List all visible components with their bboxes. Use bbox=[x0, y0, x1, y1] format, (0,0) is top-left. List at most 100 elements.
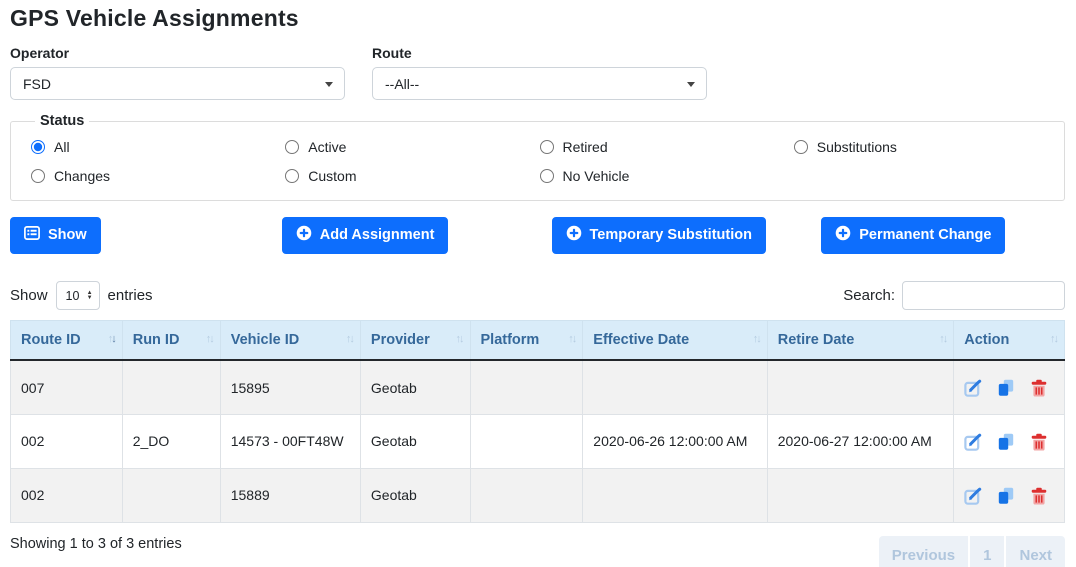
edit-button[interactable] bbox=[964, 487, 982, 505]
copy-button[interactable] bbox=[997, 433, 1015, 451]
pagination: Previous 1 Next bbox=[878, 535, 1065, 567]
column-header-label: Run ID bbox=[132, 332, 180, 349]
temporary-substitution-label: Temporary Substitution bbox=[589, 227, 752, 243]
status-radio[interactable] bbox=[285, 169, 300, 183]
table-column-header[interactable]: Provider ↑↓ bbox=[359, 320, 471, 362]
column-header-label: Effective Date bbox=[593, 332, 690, 349]
delete-button[interactable] bbox=[1030, 433, 1048, 451]
action-cell bbox=[953, 359, 1065, 415]
add-assignment-label: Add Assignment bbox=[319, 227, 435, 243]
route-filter: Route --All-- bbox=[372, 45, 707, 100]
status-radio[interactable] bbox=[539, 169, 554, 183]
page-length-value: 10 bbox=[65, 288, 80, 303]
add-assignment-button[interactable]: Add Assignment bbox=[281, 217, 449, 255]
trash-icon bbox=[1030, 487, 1048, 505]
status-radio-label: Active bbox=[308, 139, 347, 155]
sort-arrows-icon: ↑↓ bbox=[939, 333, 948, 346]
status-radio[interactable] bbox=[31, 140, 45, 154]
run-id-cell bbox=[121, 467, 221, 523]
show-button[interactable]: Show bbox=[10, 217, 101, 255]
action-cell bbox=[953, 413, 1065, 469]
status-radio-option[interactable]: Active bbox=[283, 139, 537, 155]
pagination-next-button[interactable]: Next bbox=[1006, 535, 1065, 567]
copy-button[interactable] bbox=[997, 379, 1015, 397]
platform-cell bbox=[469, 413, 584, 469]
search-label: Search: bbox=[843, 287, 895, 305]
status-radio[interactable] bbox=[539, 140, 554, 154]
status-radio-label: Substitutions bbox=[816, 139, 897, 155]
status-radio[interactable] bbox=[793, 140, 808, 154]
table-row: 002 2_DO 14573 - 00FT48W Geotab 2020-06-… bbox=[10, 413, 1065, 469]
table-column-header[interactable]: Action ↑↓ bbox=[953, 320, 1065, 362]
route-select[interactable]: --All-- bbox=[372, 67, 707, 100]
pagination-page-1-button[interactable]: 1 bbox=[970, 535, 1005, 567]
column-header-label: Provider bbox=[370, 332, 430, 349]
show-button-label: Show bbox=[48, 227, 87, 243]
table-column-header[interactable]: Effective Date ↑↓ bbox=[582, 320, 768, 362]
sort-arrows-icon: ↑↓ bbox=[107, 333, 117, 346]
length-prefix: Show bbox=[10, 287, 48, 305]
filter-row: Operator FSD Route --All-- bbox=[10, 45, 1065, 100]
route-id-cell: 002 bbox=[10, 467, 123, 523]
table-row: 002 15889 Geotab bbox=[10, 467, 1065, 523]
caret-down-icon bbox=[687, 82, 695, 87]
vehicle-id-cell: 15889 bbox=[219, 467, 361, 523]
permanent-change-label: Permanent Change bbox=[859, 227, 992, 243]
table-controls: Show 10 ▲ ▼ entries Search: bbox=[10, 281, 1065, 311]
plus-circle-icon bbox=[835, 225, 851, 246]
status-radio-option[interactable]: Substitutions bbox=[792, 139, 1046, 155]
permanent-change-button[interactable]: Permanent Change bbox=[821, 217, 1006, 255]
search-input[interactable] bbox=[902, 281, 1065, 311]
temporary-substitution-button[interactable]: Temporary Substitution bbox=[551, 217, 766, 255]
sort-arrows-icon: ↑↓ bbox=[752, 333, 762, 346]
sort-arrows-icon: ↑↓ bbox=[1050, 333, 1059, 346]
run-id-cell bbox=[121, 359, 221, 415]
status-fieldset: Status All Active Retired Substitutions … bbox=[10, 113, 1065, 201]
copy-icon bbox=[997, 379, 1015, 397]
copy-button[interactable] bbox=[997, 487, 1015, 505]
column-header-label: Vehicle ID bbox=[230, 332, 300, 349]
page-length-control: Show 10 ▲ ▼ entries bbox=[10, 281, 153, 311]
table-column-header[interactable]: Run ID ↑↓ bbox=[121, 320, 221, 362]
run-id-cell: 2_DO bbox=[121, 413, 221, 469]
table-column-header[interactable]: Vehicle ID ↑↓ bbox=[219, 320, 361, 362]
status-radio-label: Changes bbox=[54, 168, 111, 184]
sort-arrows-icon: ↑↓ bbox=[455, 333, 465, 346]
edit-button[interactable] bbox=[964, 433, 982, 451]
trash-icon bbox=[1030, 379, 1048, 397]
operator-select-value: FSD bbox=[23, 75, 51, 92]
status-radio-option[interactable]: No Vehicle bbox=[538, 168, 792, 184]
status-radio[interactable] bbox=[31, 169, 45, 183]
delete-button[interactable] bbox=[1030, 379, 1048, 397]
status-radio-option[interactable]: Retired bbox=[538, 139, 792, 155]
route-id-cell: 007 bbox=[10, 359, 123, 415]
sort-arrows-icon: ↑↓ bbox=[205, 333, 215, 346]
status-radio-option[interactable]: Changes bbox=[29, 168, 283, 184]
caret-down-icon bbox=[325, 82, 333, 87]
pagination-previous-button[interactable]: Previous bbox=[878, 535, 969, 567]
delete-button[interactable] bbox=[1030, 487, 1048, 505]
table-footer: Showing 1 to 3 of 3 entries Previous 1 N… bbox=[10, 532, 1065, 567]
provider-cell: Geotab bbox=[359, 413, 471, 469]
operator-select[interactable]: FSD bbox=[10, 67, 345, 100]
status-radio-option[interactable]: All bbox=[29, 139, 283, 155]
table-column-header[interactable]: Route ID ↑↓ bbox=[10, 320, 123, 362]
table-body: 007 15895 Geotab bbox=[10, 359, 1065, 523]
status-radio-option[interactable]: Custom bbox=[283, 168, 537, 184]
column-header-label: Platform bbox=[480, 332, 540, 349]
toolbar: Show Add Assignment bbox=[10, 217, 1065, 255]
table-column-header[interactable]: Retire Date ↑↓ bbox=[766, 320, 955, 362]
status-radio-label: All bbox=[54, 139, 70, 155]
plus-circle-icon bbox=[566, 225, 582, 246]
table-column-header[interactable]: Platform ↑↓ bbox=[469, 320, 584, 362]
length-suffix: entries bbox=[107, 287, 153, 305]
sort-arrows-icon: ↑↓ bbox=[568, 333, 577, 346]
retire-date-cell bbox=[766, 467, 955, 523]
page-length-select[interactable]: 10 ▲ ▼ bbox=[55, 281, 100, 311]
page-title: GPS Vehicle Assignments bbox=[10, 5, 299, 31]
status-radio[interactable] bbox=[285, 140, 300, 154]
entries-summary: Showing 1 to 3 of 3 entries bbox=[10, 535, 182, 552]
copy-icon bbox=[997, 487, 1015, 505]
status-radio-label: Custom bbox=[308, 168, 357, 184]
edit-button[interactable] bbox=[964, 379, 982, 397]
